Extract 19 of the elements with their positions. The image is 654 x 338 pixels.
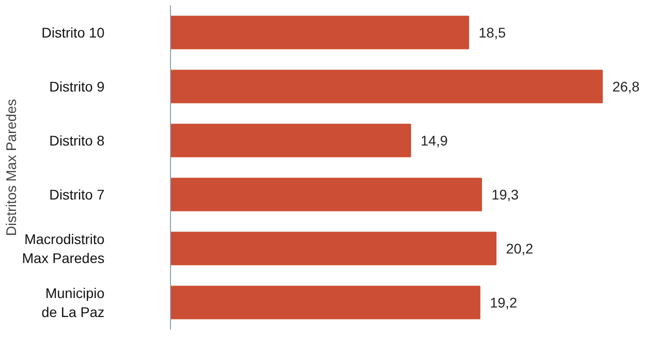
bar — [170, 124, 412, 158]
y-tick-label: Distrito 9 — [49, 78, 105, 94]
y-tick-label: Distrito 8 — [49, 132, 105, 148]
y-tick-label: Distrito 10 — [41, 24, 105, 40]
y-axis-title: Distritos Max Paredes — [3, 99, 20, 236]
data-label: 19,3 — [491, 186, 519, 202]
bar — [170, 16, 470, 50]
bar — [170, 232, 496, 266]
data-label: 26,8 — [612, 78, 640, 94]
y-tick-label: Municipio de La Paz — [41, 284, 105, 320]
y-tick-label: Macrodistrito Max Paredes — [22, 230, 105, 266]
y-tick-label: Distrito 7 — [49, 186, 105, 202]
data-label: 20,2 — [506, 240, 534, 256]
data-label: 14,9 — [420, 132, 448, 148]
data-label: 19,2 — [490, 294, 518, 310]
bar — [170, 178, 482, 212]
bar — [170, 70, 603, 104]
data-label: 18,5 — [478, 24, 506, 40]
bar — [170, 286, 480, 320]
